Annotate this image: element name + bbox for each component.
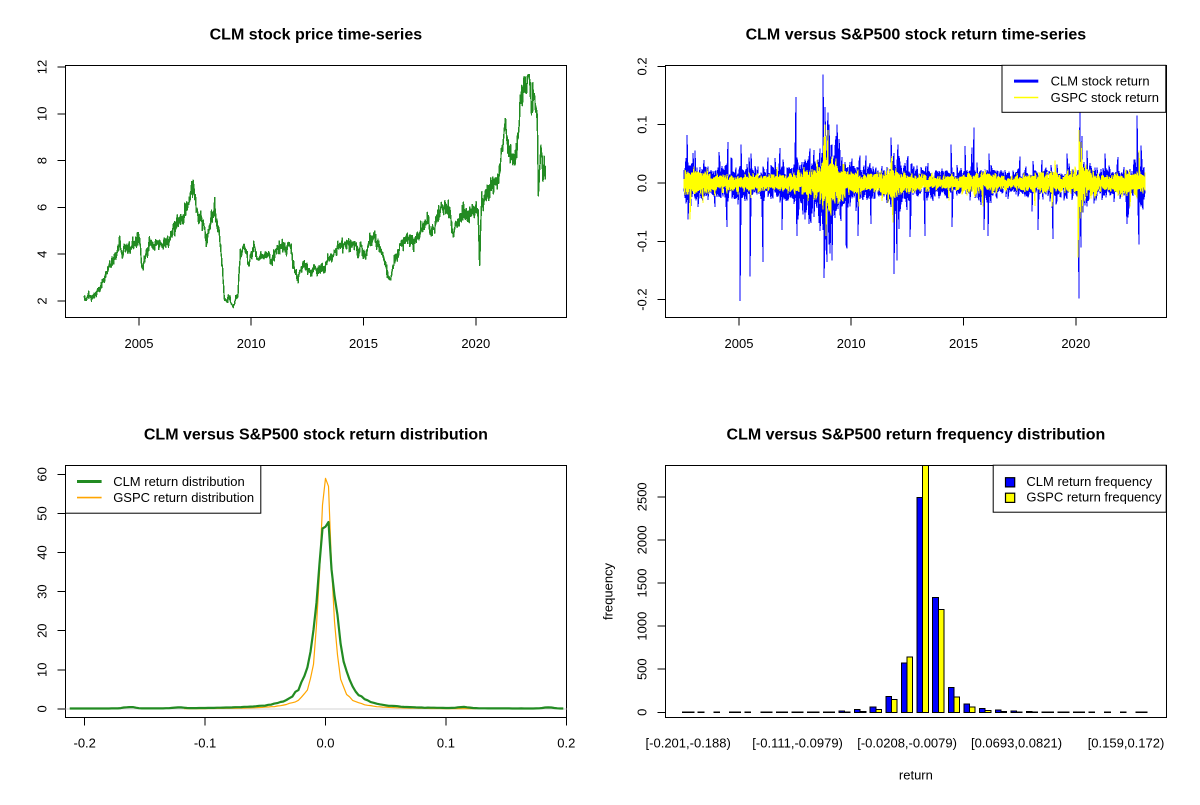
svg-text:GSPC return distribution: GSPC return distribution: [113, 490, 254, 505]
svg-text:frequency: frequency: [601, 562, 616, 620]
svg-text:500: 500: [635, 658, 650, 680]
svg-text:CLM versus S&P500 stock return: CLM versus S&P500 stock return time-seri…: [746, 27, 1087, 44]
svg-text:CLM return distribution: CLM return distribution: [113, 474, 245, 489]
svg-text:2000: 2000: [635, 525, 650, 554]
svg-text:CLM stock price time-series: CLM stock price time-series: [210, 27, 423, 44]
svg-text:return: return: [899, 768, 933, 783]
svg-text:0.1: 0.1: [635, 116, 650, 134]
svg-text:0.0: 0.0: [635, 174, 650, 192]
svg-text:10: 10: [35, 663, 50, 677]
svg-text:-0.1: -0.1: [194, 736, 216, 751]
svg-text:2015: 2015: [349, 336, 378, 351]
svg-text:GSPC stock return: GSPC stock return: [1051, 90, 1159, 105]
svg-text:0: 0: [635, 709, 650, 716]
svg-text:20: 20: [35, 623, 50, 637]
svg-text:[-0.111,-0.0979): [-0.111,-0.0979): [752, 736, 843, 751]
svg-text:8: 8: [35, 157, 50, 164]
svg-text:GSPC return frequency: GSPC return frequency: [1026, 489, 1162, 504]
svg-text:2020: 2020: [1061, 336, 1090, 351]
svg-text:2005: 2005: [125, 336, 154, 351]
svg-text:-0.2: -0.2: [635, 288, 650, 310]
svg-text:0: 0: [35, 705, 50, 712]
svg-text:40: 40: [35, 545, 50, 559]
svg-text:12: 12: [35, 60, 50, 74]
svg-text:6: 6: [35, 204, 50, 211]
svg-text:CLM versus S&P500 stock return: CLM versus S&P500 stock return distribut…: [144, 427, 488, 444]
svg-text:[-0.201,-0.188): [-0.201,-0.188): [646, 736, 731, 751]
svg-text:2005: 2005: [725, 336, 754, 351]
svg-text:30: 30: [35, 584, 50, 598]
svg-text:2500: 2500: [635, 482, 650, 511]
svg-text:CLM stock return: CLM stock return: [1051, 74, 1150, 89]
svg-text:[-0.0208,-0.0079): [-0.0208,-0.0079): [857, 736, 957, 751]
svg-text:0.0: 0.0: [316, 736, 334, 751]
svg-text:10: 10: [35, 107, 50, 121]
svg-text:CLM return frequency: CLM return frequency: [1026, 474, 1152, 489]
svg-text:2015: 2015: [949, 336, 978, 351]
svg-text:-0.2: -0.2: [73, 736, 95, 751]
svg-text:[0.0693,0.0821): [0.0693,0.0821): [971, 736, 1062, 751]
svg-text:2010: 2010: [837, 336, 866, 351]
svg-text:60: 60: [35, 467, 50, 481]
svg-text:0.1: 0.1: [437, 736, 455, 751]
svg-text:1500: 1500: [635, 569, 650, 598]
svg-text:1000: 1000: [635, 612, 650, 641]
svg-text:0.2: 0.2: [635, 57, 650, 75]
svg-text:4: 4: [35, 251, 50, 258]
svg-text:-0.1: -0.1: [635, 230, 650, 252]
svg-text:[0.159,0.172): [0.159,0.172): [1088, 736, 1165, 751]
svg-text:2020: 2020: [461, 336, 490, 351]
svg-text:2: 2: [35, 297, 50, 304]
svg-text:0.2: 0.2: [557, 736, 575, 751]
svg-text:CLM versus S&P500 return frequ: CLM versus S&P500 return frequency distr…: [727, 427, 1106, 444]
svg-text:2010: 2010: [237, 336, 266, 351]
svg-text:50: 50: [35, 506, 50, 520]
